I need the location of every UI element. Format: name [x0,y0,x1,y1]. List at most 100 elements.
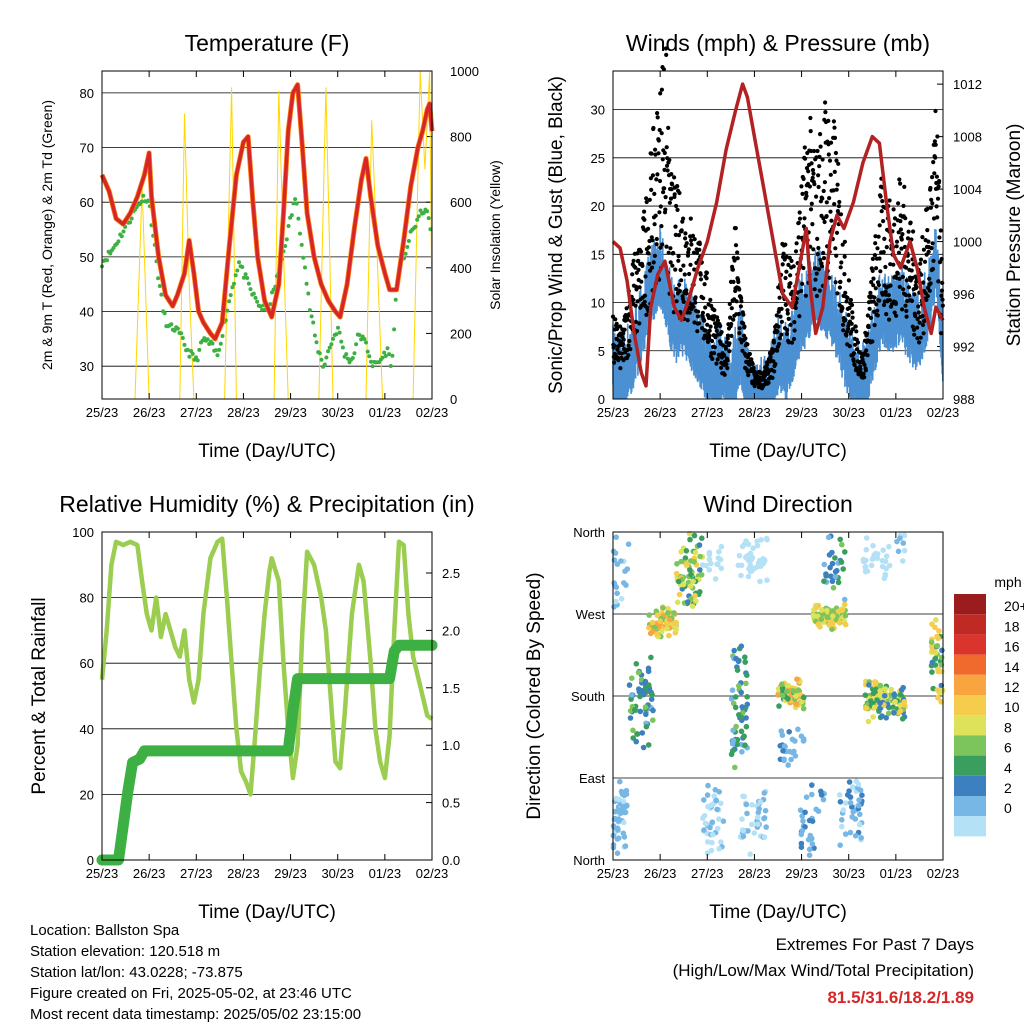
wind-direction-point [732,704,739,711]
wind-gust-point [878,269,883,274]
wind-gust-point [642,217,647,222]
wind-direction-point [823,571,829,577]
wind-gust-point [816,267,822,272]
wind-gust-point [727,349,732,354]
wind-direction-point [700,815,706,821]
wind-gust-point [667,200,673,205]
wind-gust-point [646,251,651,256]
wind-gust-point [743,336,748,341]
wind-gust-point [924,297,929,302]
wind-direction-point [738,728,745,735]
wind-direction-point [885,710,892,717]
wind-gust-point [901,287,906,292]
dewpoint-point [172,328,177,333]
wind-gust-point [897,177,902,182]
y-axis-label: Sonic/Prop Wind & Gust (Blue, Black) [546,76,567,394]
y-right-tick-label: 1000 [450,64,479,79]
wind-direction-point [741,733,747,739]
wind-direction-point [633,738,639,745]
wind-gust-point [809,161,814,166]
wind-direction-point [744,672,750,678]
wind-direction-point [621,792,628,799]
wind-direction-point [778,728,785,734]
wind-direction-point [775,692,781,698]
wind-gust-point [727,301,732,307]
dewpoint-point [180,336,185,340]
wind-gust-point [711,351,717,356]
wind-gust-point [896,201,901,206]
chart-title: Wind Direction [703,491,853,517]
wind-direction-point [716,816,722,822]
wind-gust-point [653,213,658,218]
wind-direction-point [682,555,689,561]
wind-gust-point [871,299,876,304]
wind-gust-point [665,168,670,173]
wind-gust-point [736,279,741,285]
wind-gust-point [871,276,876,281]
pressure-line [611,82,945,388]
wind-gust-point [879,209,884,214]
wind-gust-point [836,161,841,166]
wind-direction-point [718,565,725,572]
wind-gust-point [842,254,847,259]
wind-gust-point [733,243,739,248]
wind-direction-point [697,553,703,560]
wind-gust-point [685,253,691,258]
wind-gust-point [911,327,917,332]
wind-direction-point [614,561,621,567]
dewpoint-point [283,244,288,248]
wind-gust-point [794,296,800,301]
dewpoint-point [388,364,393,368]
y-right-tick-label: 0.0 [442,853,460,868]
wind-direction-point [754,814,761,820]
x-tick-label: 26/23 [644,405,677,420]
extremes-values: 81.5/31.6/18.2/1.89 [827,988,974,1007]
wind-gust-point [640,263,645,268]
wind-direction-point [683,548,690,554]
y-right-tick-label: 1.0 [442,738,460,753]
dewpoint-point [245,276,250,280]
wind-direction-point [838,823,845,830]
wind-gust-point [806,169,811,174]
wind-gust-point [788,322,793,327]
dewpoint-point [205,337,210,342]
wind-gust-point [829,218,834,223]
wind-direction-point [738,689,744,696]
x-tick-label: 01/23 [369,866,402,881]
wind-gust-point [906,259,911,264]
x-tick-label: 02/23 [927,405,960,420]
y-tick-label: 70 [80,141,94,156]
wind-gust-point [820,157,825,162]
wind-gust-point [905,236,911,241]
x-tick-label: 02/23 [416,405,449,420]
wind-gust-point [935,215,940,220]
wind-gust-point [676,258,681,263]
colorbar-label: 6 [1004,740,1012,756]
dewpoint-point [303,265,307,270]
wind-gust-point [684,288,689,293]
wind-gust-point [803,293,809,298]
wind-direction-point [837,620,843,626]
wind-gust-point [792,328,797,333]
wind-gust-point [656,138,661,143]
wind-direction-point [779,681,785,687]
wind-gust-point [874,302,879,307]
dewpoint-point [248,287,253,292]
wind-direction-point [868,698,874,704]
wind-direction-point [717,556,724,563]
wind-gust-point [646,245,652,250]
wind-gust-point [797,210,802,215]
wind-direction-point [794,676,800,682]
wind-direction-point [697,567,703,573]
wind-gust-point [930,241,935,246]
wind-gust-point [899,237,904,242]
wind-gust-point [803,156,808,161]
x-tick-label: 30/23 [832,405,865,420]
wind-gust-point [835,291,840,296]
wind-direction-point [712,576,719,582]
wind-gust-point [848,297,854,303]
dewpoint-point [139,199,144,204]
x-tick-label: 29/23 [274,405,307,420]
dewpoint-point [157,284,162,288]
dewpoint-point [121,229,126,234]
